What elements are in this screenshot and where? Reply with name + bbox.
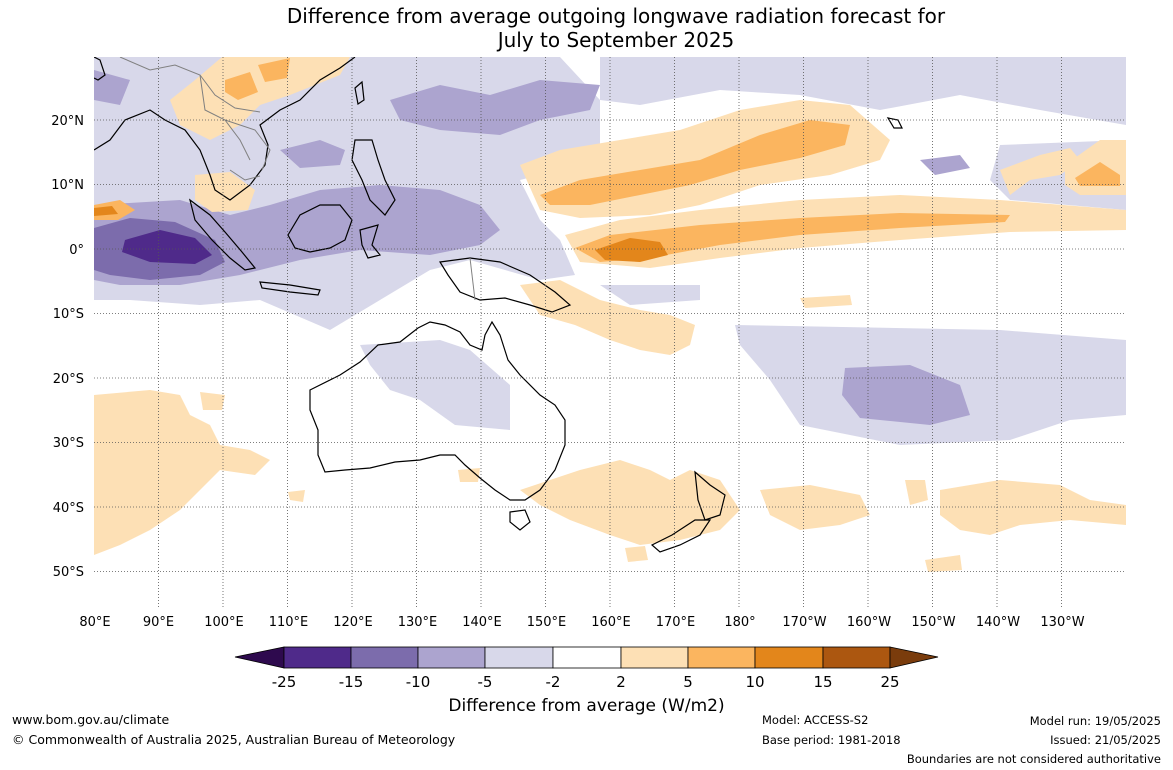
hawaii-coastline (886, 117, 903, 129)
copyright-text: © Commonwealth of Australia 2025, Austra… (12, 732, 456, 747)
lon-label: 150°E (527, 615, 567, 630)
new-zealand-south-coastline (650, 519, 712, 553)
anomaly-band-deep-purple (122, 230, 212, 264)
colorbar-swatch (283, 646, 352, 669)
lon-label: 90°E (143, 615, 174, 630)
lon-label: 100°E (204, 615, 244, 630)
issued-text: Issued: 21/05/2025 (1050, 733, 1161, 747)
lon-label: 130°E (398, 615, 438, 630)
colorbar: -25 -15 -10 -5 -2 2 5 10 15 25 (234, 646, 939, 691)
colorbar-swatch (552, 646, 622, 669)
india-coastline (94, 57, 106, 81)
colorbar-tick-label: 10 (745, 673, 764, 691)
model-run-text: Model run: 19/05/2025 (1029, 714, 1161, 728)
map-panel (94, 57, 1126, 607)
lon-label: 130°W (1040, 615, 1084, 630)
colorbar-max-arrow (889, 646, 939, 669)
lat-label: 10°S (53, 307, 84, 322)
colorbar-swatch (754, 646, 824, 669)
taiwan-coastline (354, 80, 365, 106)
lon-label: 80°E (79, 615, 110, 630)
colorbar-swatch (620, 646, 689, 669)
colorbar-swatch (417, 646, 486, 669)
lon-label: 160°W (847, 615, 891, 630)
lon-label: 170°E (656, 615, 696, 630)
lat-label: 50°S (53, 565, 84, 580)
website-link[interactable]: www.bom.gov.au/climate (12, 712, 170, 727)
colorbar-tick-label: -15 (339, 673, 364, 691)
new-guinea-coastline (439, 257, 572, 313)
lon-label: 140°E (462, 615, 502, 630)
lon-label: 140°W (976, 615, 1020, 630)
lon-label: 150°W (911, 615, 955, 630)
latitude-labels: 20°N 10°N 0° 10°S 20°S 30°S 40°S 50°S (51, 114, 84, 580)
lat-label: 40°S (53, 501, 84, 516)
lon-label: 120°E (333, 615, 373, 630)
lat-label: 20°N (51, 114, 84, 129)
sulawesi-coastline (359, 224, 382, 259)
title-line-1: Difference from average outgoing longwav… (286, 4, 946, 28)
lat-label: 20°S (53, 372, 84, 387)
colorbar-tick-label: 15 (813, 673, 832, 691)
longitude-labels: 80°E 90°E 100°E 110°E 120°E 130°E 140°E … (79, 615, 1084, 630)
colorbar-tick-label: -25 (272, 673, 297, 691)
new-zealand-north-coastline (694, 470, 726, 521)
australia-coastline (309, 320, 566, 501)
lon-label: 110°E (269, 615, 309, 630)
colorbar-tick-label: -10 (406, 673, 431, 691)
lon-label: 180° (724, 615, 755, 630)
colorbar-tick-label: 25 (880, 673, 899, 691)
gridlines (94, 57, 1126, 607)
model-text: Model: ACCESS-S2 (762, 713, 869, 727)
colorbar-swatch (822, 646, 891, 669)
colorbar-tick-label: 2 (616, 673, 626, 691)
asia-mainland-coastline (94, 57, 356, 201)
borneo-coastline (287, 204, 353, 253)
colorbar-swatch (484, 646, 554, 669)
lat-label: 10°N (51, 178, 84, 193)
lat-label: 30°S (53, 436, 84, 451)
lon-label: 160°E (591, 615, 631, 630)
colorbar-tick-label: 5 (683, 673, 693, 691)
colorbar-tick-label: -5 (478, 673, 493, 691)
colorbar-title: Difference from average (W/m2) (448, 696, 725, 716)
lat-label: 0° (69, 243, 84, 258)
title-line-2: July to September 2025 (497, 28, 735, 52)
colorbar-swatch (350, 646, 419, 669)
disclaimer-text: Boundaries are not considered authoritat… (906, 752, 1161, 766)
colorbar-tick-label: -2 (546, 673, 561, 691)
country-borders (119, 57, 476, 301)
lon-label: 170°W (782, 615, 826, 630)
colorbar-swatch (687, 646, 756, 669)
colorbar-min-arrow (234, 646, 285, 669)
philippines-coastline (351, 139, 396, 216)
anomaly-band-dark-orange (94, 206, 668, 262)
java-coastline (259, 281, 321, 296)
map-title: Difference from average outgoing longwav… (0, 4, 1173, 52)
tasmania-coastline (509, 509, 531, 531)
sumatra-coastline (189, 198, 257, 271)
coastlines (94, 57, 903, 553)
base-period-text: Base period: 1981-2018 (762, 733, 901, 747)
